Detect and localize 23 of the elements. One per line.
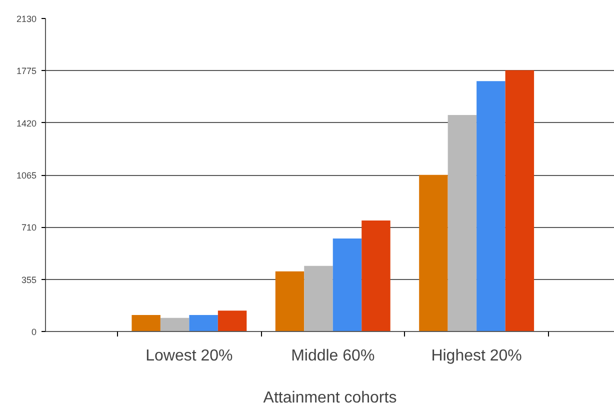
y-tick-label: 0 (31, 327, 37, 337)
bar (304, 266, 333, 332)
x-axis-title: Attainment cohorts (263, 390, 397, 406)
bar (160, 318, 190, 332)
bar (275, 271, 304, 332)
bar (505, 70, 534, 332)
bar (189, 315, 218, 332)
y-tick-label: 1065 (16, 170, 37, 180)
y-tick-label: 1420 (16, 118, 37, 128)
bar (419, 174, 448, 332)
y-tick-label: 1775 (16, 66, 37, 76)
y-tick-label: 710 (21, 222, 37, 233)
bar (448, 115, 477, 332)
bar (476, 81, 506, 332)
x-tick-label: Middle 60% (291, 348, 375, 364)
bar (332, 238, 362, 332)
y-tick-label: 2130 (16, 14, 37, 24)
bar (362, 220, 390, 332)
y-tick-label: 355 (21, 274, 37, 285)
bar (218, 310, 247, 332)
bar (132, 315, 160, 332)
x-tick-label: Lowest 20% (146, 348, 233, 364)
x-tick-label: Highest 20% (431, 348, 522, 364)
